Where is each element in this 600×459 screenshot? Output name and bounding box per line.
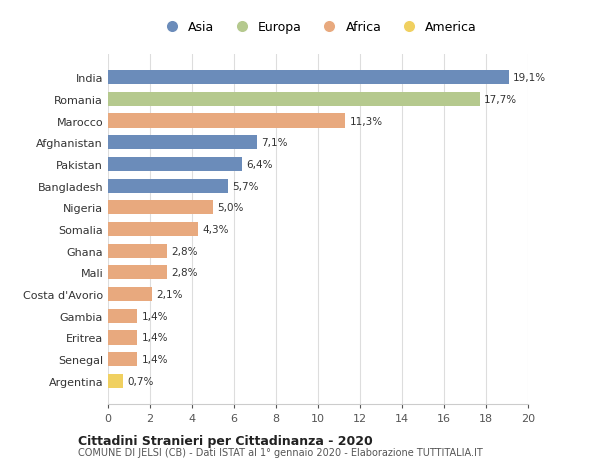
- Bar: [108, 179, 228, 193]
- Bar: [108, 374, 122, 388]
- Text: 17,7%: 17,7%: [484, 95, 517, 105]
- Bar: [108, 114, 346, 129]
- Text: 7,1%: 7,1%: [261, 138, 288, 148]
- Bar: [108, 244, 167, 258]
- Bar: [108, 157, 242, 172]
- Bar: [108, 201, 213, 215]
- Bar: [108, 309, 137, 323]
- Text: 0,7%: 0,7%: [127, 376, 153, 386]
- Text: 19,1%: 19,1%: [513, 73, 547, 83]
- Bar: [108, 71, 509, 85]
- Text: Cittadini Stranieri per Cittadinanza - 2020: Cittadini Stranieri per Cittadinanza - 2…: [78, 434, 373, 447]
- Text: 2,8%: 2,8%: [171, 268, 197, 278]
- Text: 1,4%: 1,4%: [142, 333, 168, 343]
- Text: 11,3%: 11,3%: [349, 116, 383, 126]
- Text: 2,1%: 2,1%: [156, 290, 183, 299]
- Bar: [108, 266, 167, 280]
- Text: 4,3%: 4,3%: [203, 224, 229, 235]
- Text: COMUNE DI JELSI (CB) - Dati ISTAT al 1° gennaio 2020 - Elaborazione TUTTITALIA.I: COMUNE DI JELSI (CB) - Dati ISTAT al 1° …: [78, 448, 483, 458]
- Text: 1,4%: 1,4%: [142, 311, 168, 321]
- Bar: [108, 93, 480, 106]
- Text: 1,4%: 1,4%: [142, 354, 168, 364]
- Text: 5,0%: 5,0%: [217, 203, 244, 213]
- Text: 2,8%: 2,8%: [171, 246, 197, 256]
- Text: 5,7%: 5,7%: [232, 181, 259, 191]
- Text: 6,4%: 6,4%: [247, 160, 273, 169]
- Bar: [108, 330, 137, 345]
- Bar: [108, 136, 257, 150]
- Legend: Asia, Europa, Africa, America: Asia, Europa, Africa, America: [154, 16, 482, 39]
- Bar: [108, 223, 198, 236]
- Bar: [108, 287, 152, 302]
- Bar: [108, 353, 137, 366]
